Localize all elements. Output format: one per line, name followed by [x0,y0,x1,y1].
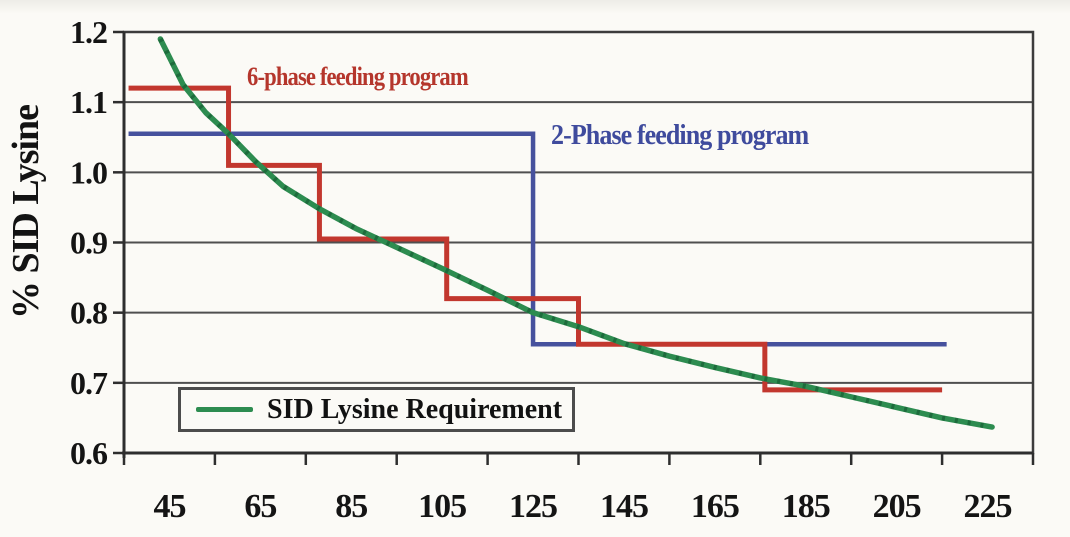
legend-label: SID Lysine Requirement [267,393,563,425]
annotation-6-phase-feeding-program: 6-phase feeding program [247,62,469,91]
series-sid-lysine-requirement [157,36,995,430]
x-tick-label: 205 [873,488,921,525]
y-tick-label: 1.0 [70,154,107,190]
y-tick-label: 1.1 [70,84,107,120]
x-tick-label: 85 [335,488,367,525]
series-sid-lysine-requirement-texture [158,37,993,430]
x-tick-label: 185 [782,488,830,525]
y-tick-label: 0.9 [70,225,107,261]
annotation-2-phase-feeding-program: 2-Phase feeding program [551,120,809,151]
x-tick-label: 145 [600,488,648,525]
legend: SID Lysine Requirement [178,387,575,432]
y-tick-label: 1.2 [70,14,107,50]
x-tick-label: 45 [153,488,185,525]
y-axis-title: % SID Lysine [5,105,47,319]
legend-line-swatch [196,407,253,412]
x-axis-ticks: 45 65 85 105 125 145 165 185 205 225 [122,453,1035,525]
y-tick-label: 0.6 [70,435,108,471]
y-axis-ticks: 1.2 1.1 1.0 0.9 0.8 0.7 0.6 [70,14,124,471]
y-tick-label: 0.7 [70,365,108,401]
y-tick-label: 0.8 [70,295,107,331]
x-tick-label: 225 [964,488,1012,525]
x-tick-label: 105 [418,488,466,525]
x-tick-label: 65 [244,488,276,525]
x-tick-label: 125 [509,488,557,525]
x-tick-label: 165 [691,488,739,525]
